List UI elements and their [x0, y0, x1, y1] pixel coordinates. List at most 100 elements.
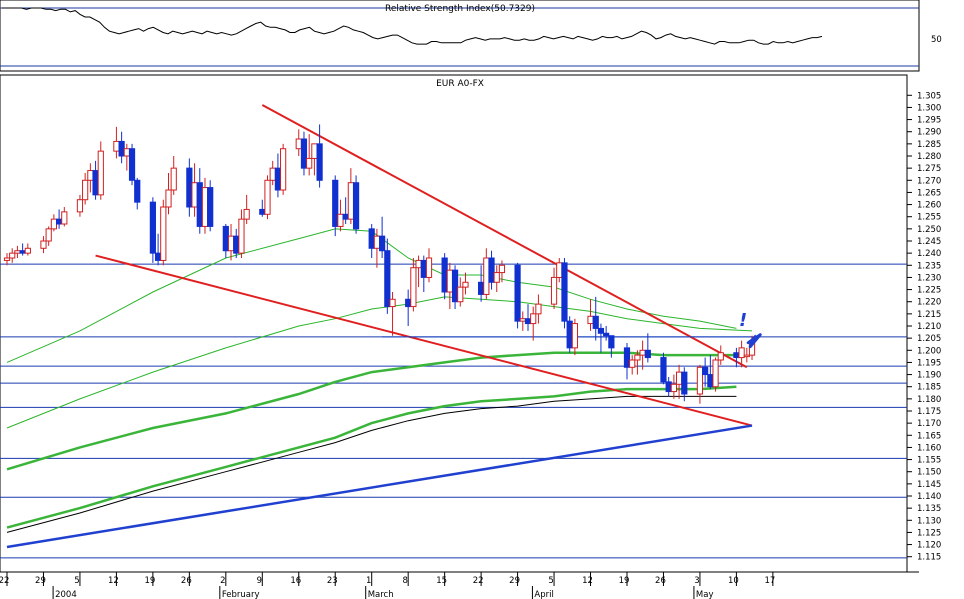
- candle-body: [410, 267, 417, 308]
- candle-body: [639, 349, 646, 356]
- x-tick-label: 22: [473, 576, 484, 586]
- y-tick-label: 1.195: [917, 358, 941, 368]
- y-tick-label: 1.230: [917, 273, 941, 283]
- candle-body: [415, 259, 422, 269]
- x-tick-label: 3: [694, 576, 699, 586]
- candle-body: [264, 179, 271, 215]
- candle-body: [379, 235, 386, 252]
- y-tick-label: 1.115: [917, 553, 941, 563]
- candle-body: [707, 374, 714, 388]
- candle-body: [571, 323, 578, 349]
- x-tick-label: 8: [402, 576, 407, 586]
- candle-body: [629, 359, 636, 368]
- y-tick-label: 1.125: [917, 528, 941, 538]
- x-tick-label: 29: [509, 576, 520, 586]
- candle-body: [665, 381, 672, 393]
- candle-body: [280, 148, 287, 191]
- annotations: !: [739, 310, 762, 349]
- candle-body: [483, 257, 490, 295]
- x-tick-label: 29: [35, 576, 46, 586]
- y-tick-label: 1.240: [917, 249, 941, 259]
- candle-body: [14, 250, 21, 254]
- candle-body: [670, 383, 677, 393]
- candle-body: [535, 303, 542, 315]
- y-tick-label: 1.210: [917, 322, 941, 332]
- candle-body: [165, 189, 172, 208]
- candle-body: [603, 332, 610, 337]
- y-tick-label: 1.160: [917, 443, 941, 453]
- candle-body: [238, 218, 245, 254]
- candle-body: [243, 208, 250, 220]
- x-tick-label: 12: [108, 576, 119, 586]
- moving-average-line: [6, 385, 737, 529]
- y-tick-label: 1.235: [917, 261, 941, 271]
- x-tick-label: 26: [655, 576, 666, 586]
- candle-body: [3, 257, 11, 261]
- candle-body: [498, 264, 506, 274]
- candle-body: [425, 257, 433, 278]
- candle-body: [97, 150, 104, 196]
- rsi-panel: Relative Strength Index(50.7329) 50: [0, 0, 942, 72]
- candle-body: [384, 250, 391, 308]
- month-label: March: [368, 590, 394, 599]
- candle-body: [660, 357, 667, 383]
- candle-body: [514, 264, 521, 322]
- y-tick-label: 1.180: [917, 395, 941, 405]
- x-tick-label: 26: [181, 576, 192, 586]
- rsi-panel-frame: [0, 0, 920, 72]
- candle-body: [712, 359, 719, 388]
- candle-body: [441, 257, 448, 293]
- candle-body: [82, 179, 89, 201]
- y-tick-label: 1.275: [917, 164, 941, 174]
- candle-body: [222, 225, 229, 252]
- candle-body: [451, 269, 459, 303]
- y-tick-label: 1.255: [917, 213, 941, 223]
- x-tick-label: 19: [619, 576, 630, 586]
- x-tick-label: 15: [436, 576, 447, 586]
- candle-body: [61, 211, 68, 225]
- candle-body: [738, 347, 745, 359]
- candle-body: [717, 352, 724, 361]
- candle-body: [675, 371, 683, 385]
- candle-body: [550, 276, 558, 305]
- x-tick-label: 2: [220, 576, 225, 586]
- arrow-icon: [746, 333, 762, 349]
- candle-body: [488, 257, 495, 283]
- x-tick-label: 10: [728, 576, 739, 586]
- month-label: February: [222, 590, 260, 599]
- candle-body: [530, 313, 537, 325]
- candle-body: [342, 213, 349, 220]
- x-tick-label: 9: [257, 576, 262, 586]
- candle-body: [154, 252, 162, 261]
- candle-body: [113, 140, 120, 152]
- candle-body: [457, 286, 464, 303]
- candle-body: [420, 259, 427, 278]
- rsi-tick-label: 50: [931, 35, 942, 45]
- y-tick-label: 1.220: [917, 298, 941, 308]
- trendlines: [6, 104, 753, 549]
- candle-body: [186, 167, 193, 208]
- y-tick-label: 1.150: [917, 468, 941, 478]
- candle-body: [118, 140, 125, 157]
- month-label: 2004: [55, 590, 77, 599]
- candle-body: [493, 272, 500, 283]
- candle-body: [592, 315, 599, 329]
- candle-body: [128, 148, 136, 181]
- y-tick-label: 1.190: [917, 371, 941, 381]
- candle-body: [76, 199, 84, 213]
- x-tick-label: 22: [0, 576, 9, 586]
- x-tick-label: 19: [144, 576, 155, 586]
- candles: [3, 124, 756, 404]
- y-tick-label: 1.295: [917, 116, 941, 126]
- x-tick-label: 16: [290, 576, 301, 586]
- y-axis: 1.305 1.300 1.295 1.290 1.285 1.280 1.275 1.270…: [907, 91, 941, 563]
- trendline: [261, 104, 748, 369]
- price-panel: EUR A0-FX ! 1.305 1.300 1.295 1.290 1.285 1.2…: [0, 74, 941, 573]
- candle-body: [556, 262, 563, 278]
- candle-body: [134, 179, 141, 203]
- candle-body: [300, 138, 308, 169]
- moving-average-line: [6, 351, 737, 471]
- y-tick-label: 1.300: [917, 103, 941, 113]
- x-axis: 22 29 5 12 19 26 2 9 16 23 1 8 15 22 29 5 12 19 26 3 10 17 20…: [0, 571, 919, 599]
- candle-body: [446, 269, 453, 293]
